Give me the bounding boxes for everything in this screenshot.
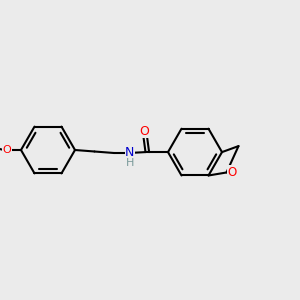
Text: O: O — [2, 145, 11, 155]
Text: O: O — [139, 124, 149, 138]
Text: N: N — [125, 146, 135, 159]
Text: H: H — [126, 158, 134, 168]
Text: O: O — [227, 166, 236, 179]
